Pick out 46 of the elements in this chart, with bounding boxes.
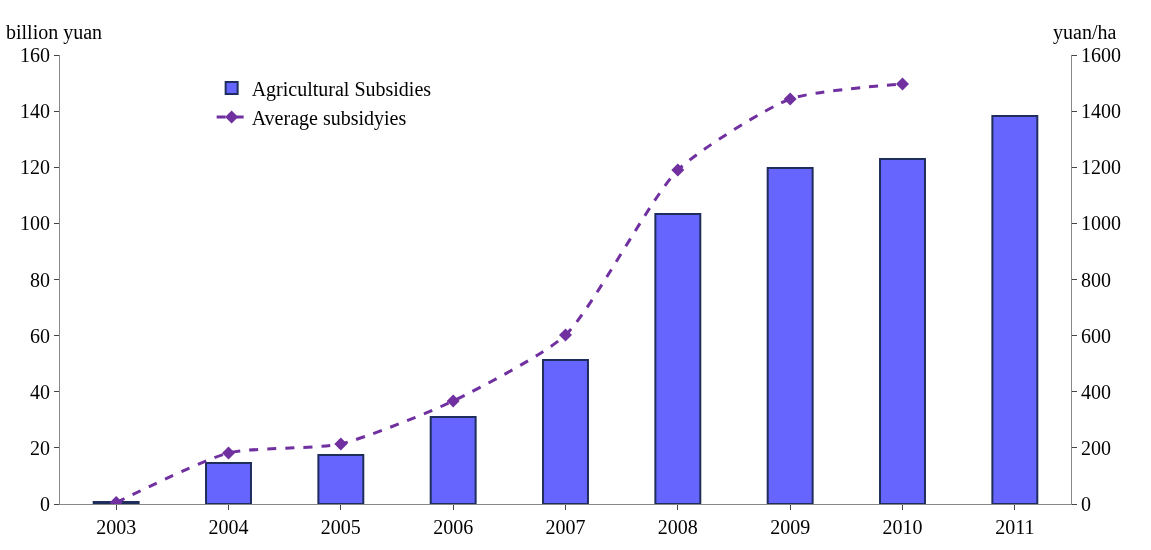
x-tick-label: 2004 [208, 516, 249, 538]
bar [317, 453, 365, 504]
y2-tick-label: 1200 [1081, 156, 1121, 179]
y-tick-label: 140 [20, 100, 50, 123]
y-tick-label: 100 [20, 212, 50, 235]
y-tick-label: 160 [20, 44, 50, 66]
x-tick-label: 2007 [545, 516, 586, 538]
y-axis-title: billion yuan [6, 21, 103, 44]
point [559, 328, 572, 342]
point [334, 437, 348, 451]
y2-tick-label: 400 [1081, 380, 1111, 403]
point [446, 394, 460, 408]
bar [879, 158, 926, 504]
bar [766, 167, 814, 504]
x-tick-label: 2005 [320, 516, 361, 538]
y-tick-label: 60 [30, 324, 50, 347]
bar [205, 462, 252, 504]
y-tick-label: 20 [30, 436, 50, 459]
point [671, 163, 685, 177]
y-tick-label: 120 [20, 156, 50, 179]
y-tick-label: 0 [40, 493, 50, 515]
x-tick-label: 2011 [995, 516, 1035, 538]
y2-tick-label: 600 [1081, 324, 1111, 347]
x-tick-label: 2010 [882, 516, 923, 538]
y2-tick-label: 0 [1081, 493, 1091, 515]
x-tick-label: 2003 [96, 516, 137, 538]
y-tick-label: 40 [30, 380, 50, 403]
bar [429, 416, 477, 504]
y2-tick-label: 1000 [1081, 212, 1121, 235]
y2-tick-label: 200 [1081, 436, 1111, 459]
legend-label: Average subsidyies [251, 106, 407, 130]
y-tick-label: 80 [30, 268, 50, 291]
legend-label: Agricultural Subsidies [251, 77, 432, 101]
point [896, 77, 909, 91]
point [783, 92, 797, 106]
x-tick-label: 2009 [770, 516, 811, 538]
y2-axis-title: yuan/ha [1053, 21, 1117, 44]
y2-tick-label: 800 [1081, 268, 1111, 291]
x-tick-label: 2006 [433, 516, 474, 538]
bar [542, 359, 589, 504]
y2-tick-label: 1400 [1081, 100, 1121, 123]
x-tick-label: 2008 [657, 516, 698, 538]
bar [991, 114, 1039, 504]
y2-tick-label: 1600 [1081, 44, 1121, 66]
bar [654, 213, 702, 504]
point [222, 446, 235, 460]
